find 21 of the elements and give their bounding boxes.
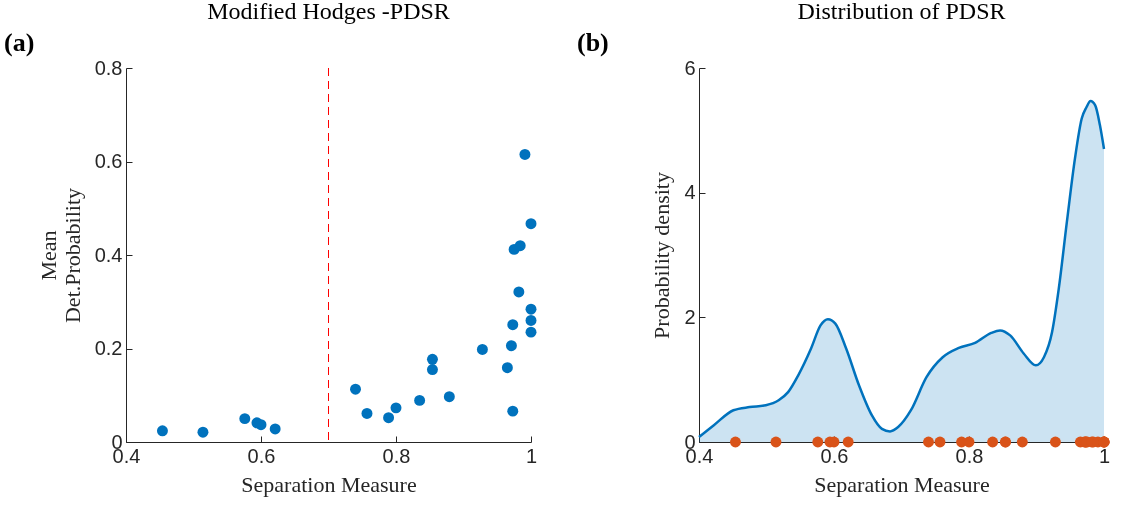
text: (a) — [4, 28, 35, 57]
x-tick-label: 0.8 — [382, 444, 411, 467]
y-axis-title: Mean Det.Probability — [35, 187, 85, 324]
y-tick-label: 0.8 — [94, 56, 123, 79]
y-tick-label: 6 — [684, 56, 696, 79]
x-axis-title: Separation Measure — [241, 471, 417, 497]
y-tick-label: 0.2 — [94, 337, 123, 359]
y-tick-label: 0.4 — [94, 243, 123, 266]
x-tick-label: 0.6 — [820, 444, 849, 467]
chart-title: Distribution of PDSR — [797, 0, 1006, 24]
x-tick-label: 0.8 — [955, 444, 984, 467]
x-tick-label: 1 — [525, 444, 538, 467]
text: (b) — [577, 28, 609, 57]
y-tick-label: 2 — [684, 305, 696, 328]
x-tick-label: 1 — [1098, 444, 1111, 467]
chart-title: Modified Hodges -PDSR — [207, 0, 450, 24]
x-tick-label: 0.6 — [247, 444, 276, 467]
x-axis-title: Separation Measure — [814, 471, 990, 497]
y-tick-label: 4 — [684, 181, 696, 204]
y-tick-label: 0.6 — [94, 150, 123, 172]
y-axis-title: Probability density — [649, 172, 675, 339]
